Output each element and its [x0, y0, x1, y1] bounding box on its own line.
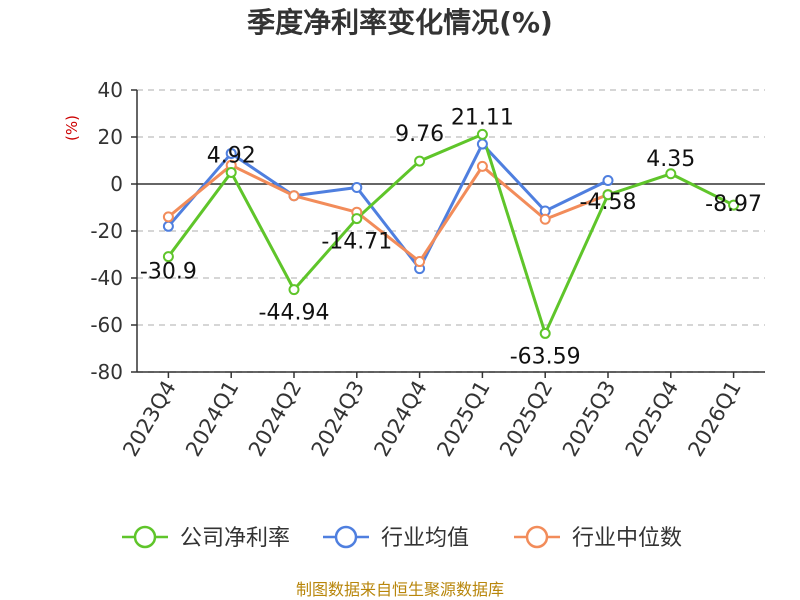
data-point: [414, 155, 426, 167]
series-line: [167, 163, 609, 264]
y-tick-label: 40: [98, 78, 123, 102]
data-label: -30.9: [140, 260, 197, 285]
series-lines: [167, 132, 735, 335]
data-label: 4.35: [646, 147, 695, 172]
x-tick-label: 2025Q3: [558, 377, 620, 461]
legend-marker: [133, 525, 157, 549]
data-label: -8.97: [705, 192, 762, 217]
y-tick-label: -60: [90, 313, 123, 337]
x-tick-label: 2024Q2: [244, 377, 306, 461]
data-point: [162, 211, 174, 223]
data-point: [476, 138, 488, 150]
y-unit-label: (%): [63, 115, 81, 141]
x-tick-label: 2026Q1: [683, 377, 745, 461]
y-tick-labels: 40 20 0 -20 -40 -60 -80: [90, 78, 123, 384]
data-label: 4.92: [207, 143, 256, 168]
legend: 公司净利率 行业均值 行业中位数: [122, 525, 682, 551]
x-tick-label: 2024Q4: [369, 377, 431, 461]
data-point: [414, 256, 426, 268]
legend-item: 行业均值: [323, 525, 469, 551]
data-label: -63.59: [510, 344, 581, 369]
y-tick-label: -40: [90, 266, 123, 290]
legend-label: 行业中位数: [572, 526, 682, 551]
data-label: -44.94: [259, 301, 330, 326]
data-point: [288, 190, 300, 202]
legend-item: 行业中位数: [514, 525, 682, 551]
data-point: [225, 147, 237, 159]
x-tick-label: 2024Q3: [307, 377, 369, 461]
data-point: [288, 284, 300, 296]
data-point: [539, 213, 551, 225]
x-tick-label: 2025Q1: [432, 377, 494, 461]
data-labels: -30.9 4.92 -44.94 -14.71 9.76 21.11 -63.59 -4.5…: [140, 105, 762, 369]
x-tick-label: 2024Q1: [181, 377, 243, 461]
legend-marker: [334, 525, 358, 549]
x-tick-label: 2023Q4: [118, 377, 180, 461]
data-label: -14.71: [321, 230, 392, 255]
data-point: [476, 128, 488, 140]
data-point: [162, 251, 174, 263]
data-point: [351, 213, 363, 225]
data-point: [225, 166, 237, 178]
y-tick-label: 20: [98, 125, 123, 149]
grid-lines: [137, 89, 765, 373]
data-point: [162, 220, 174, 232]
data-label: -4.58: [580, 190, 637, 215]
legend-item: 公司净利率: [122, 525, 290, 551]
legend-marker: [525, 525, 549, 549]
legend-label: 公司净利率: [180, 526, 290, 551]
data-point: [602, 189, 614, 201]
data-point: [351, 182, 363, 194]
data-point: [665, 168, 677, 180]
data-point: [539, 327, 551, 339]
series-line: [167, 132, 735, 335]
data-point: [728, 199, 740, 211]
y-tick-label: -20: [90, 219, 123, 243]
y-tick-label: -80: [90, 360, 123, 384]
source-note: 制图数据来自恒生聚源数据库: [296, 580, 504, 599]
x-tick-labels: 2023Q4 2024Q1 2024Q2 2024Q3 2024Q4 2025Q1 2025…: [118, 377, 746, 461]
axes: [131, 89, 765, 378]
data-point: [476, 160, 488, 172]
series-line: [167, 142, 609, 271]
data-point: [602, 174, 614, 186]
x-tick-label: 2025Q4: [621, 377, 683, 461]
data-label: 9.76: [395, 122, 444, 147]
series-points: [162, 128, 740, 339]
x-tick-label: 2025Q2: [495, 377, 557, 461]
legend-label: 行业均值: [381, 526, 469, 551]
data-label: 21.11: [451, 105, 514, 130]
chart-title: 季度净利率变化情况(%): [247, 6, 553, 39]
y-tick-label: 0: [110, 172, 123, 196]
